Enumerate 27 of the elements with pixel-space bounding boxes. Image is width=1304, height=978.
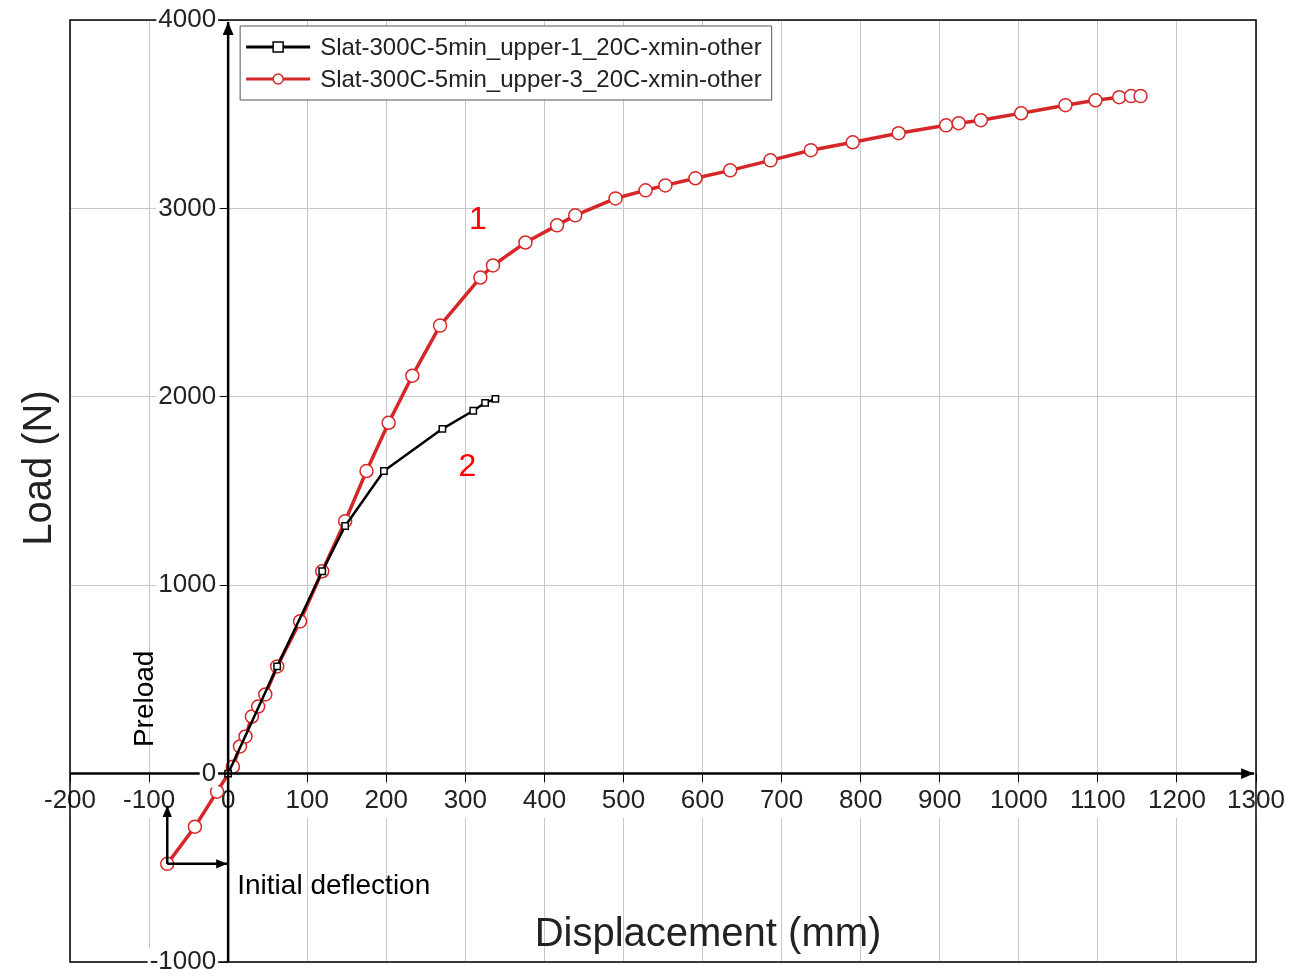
x-tick-label: 500	[601, 784, 646, 815]
annotation: 1	[469, 200, 487, 237]
y-tick-label: 2000	[158, 379, 217, 410]
annotation: 2	[458, 446, 477, 483]
legend-label: Slat-300C-5min_upper-1_20C-xmin-other	[320, 32, 762, 60]
x-tick-label: 800	[838, 784, 883, 815]
y-tick-label: 3000	[158, 191, 217, 222]
x-tick-label: 700	[759, 784, 804, 815]
y-tick-label: -1000	[149, 945, 217, 976]
x-axis-title: Displacement (mm)	[534, 910, 882, 955]
x-tick-label: 200	[364, 784, 408, 815]
annotation: Preload	[127, 650, 159, 748]
annotation: Initial deflection	[237, 868, 431, 900]
x-tick-label: 1000	[989, 784, 1048, 815]
y-tick-label: 4000	[158, 3, 217, 34]
y-tick-label: 0	[201, 756, 217, 787]
x-tick-label: 1200	[1148, 784, 1206, 815]
x-tick-label: -100	[123, 784, 176, 815]
x-tick-label: 300	[443, 784, 488, 815]
x-tick-label: 600	[680, 784, 725, 815]
x-tick-label: 1100	[1069, 784, 1126, 815]
x-tick-label: 100	[285, 784, 329, 815]
legend-label: Slat-300C-5min_upper-3_20C-xmin-other	[320, 64, 762, 92]
x-tick-label: 900	[918, 784, 962, 815]
x-tick-label: 400	[522, 784, 567, 815]
y-tick-label: 1000	[158, 568, 217, 599]
y-axis-title: Load (N)	[15, 390, 60, 546]
